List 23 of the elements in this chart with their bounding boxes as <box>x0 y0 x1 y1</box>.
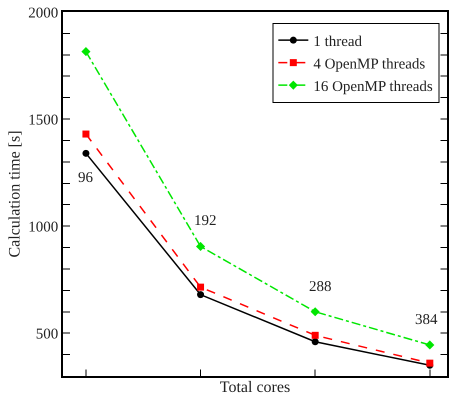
point <box>197 284 204 291</box>
annotation: 384 <box>415 312 438 328</box>
y-tick-label: 2000 <box>28 5 58 22</box>
y-axis-title: Calculation time [s] <box>6 130 24 258</box>
point <box>310 307 320 316</box>
x-axis-title: Total cores <box>220 378 290 396</box>
legend-label: 16 OpenMP threads <box>313 79 433 96</box>
point <box>82 150 90 157</box>
point <box>312 338 319 346</box>
point <box>197 291 204 298</box>
annotation: 192 <box>194 213 216 229</box>
legend-label: 4 OpenMP threads <box>313 56 426 73</box>
point <box>312 332 319 339</box>
y-tick-label: 1000 <box>28 219 58 236</box>
point <box>196 242 206 252</box>
point <box>425 340 434 350</box>
point <box>82 130 90 138</box>
legend-label: 1 thread <box>313 34 363 50</box>
point <box>81 47 90 56</box>
y-tick-label: 1500 <box>28 112 58 128</box>
annotation: 288 <box>309 279 332 295</box>
annotation: 96 <box>78 170 94 186</box>
y-tick-label: 500 <box>36 326 58 342</box>
